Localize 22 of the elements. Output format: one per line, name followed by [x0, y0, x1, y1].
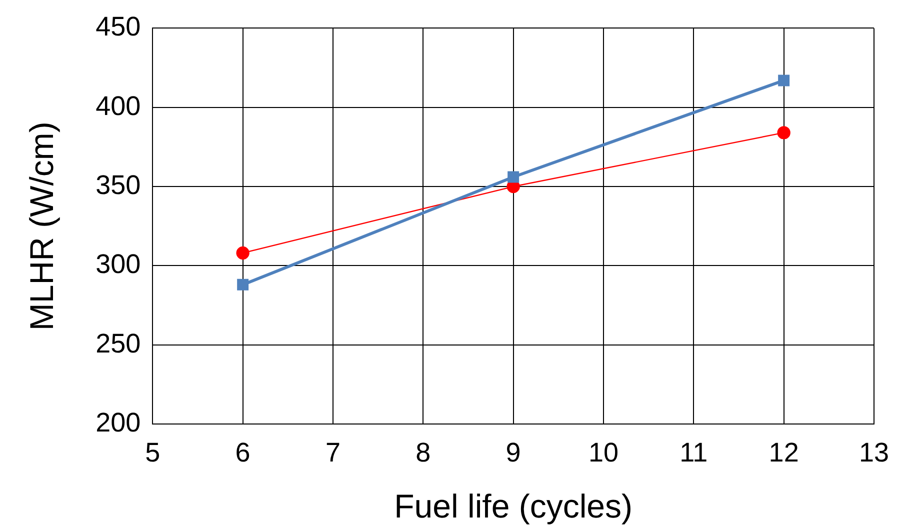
y-tick-label: 200 [96, 407, 141, 438]
point [508, 171, 520, 183]
x-tick-label: 13 [858, 438, 890, 468]
y-tick-label: 350 [96, 170, 141, 200]
x-tick-label: 6 [235, 438, 250, 468]
point [237, 278, 249, 290]
point [236, 246, 250, 260]
x-tick-label: 10 [588, 438, 619, 468]
y-tick-label: 250 [96, 328, 141, 358]
y-axis-title: MLHR (W/cm) [22, 122, 60, 331]
y-tick-label: 300 [96, 249, 141, 280]
y-tick-label: 450 [96, 12, 141, 42]
x-tick-label: 7 [325, 438, 340, 468]
x-tick-label: 11 [680, 438, 708, 468]
x-tick-label: 8 [416, 438, 431, 468]
y-tick-label: 400 [96, 90, 141, 121]
x-axis-title: Fuel life (cycles) [394, 487, 633, 524]
point [777, 126, 790, 140]
x-tick-label: 9 [506, 438, 521, 468]
point [778, 74, 790, 86]
x-tick-label: 12 [768, 438, 799, 468]
x-tick-label: 5 [145, 438, 160, 468]
